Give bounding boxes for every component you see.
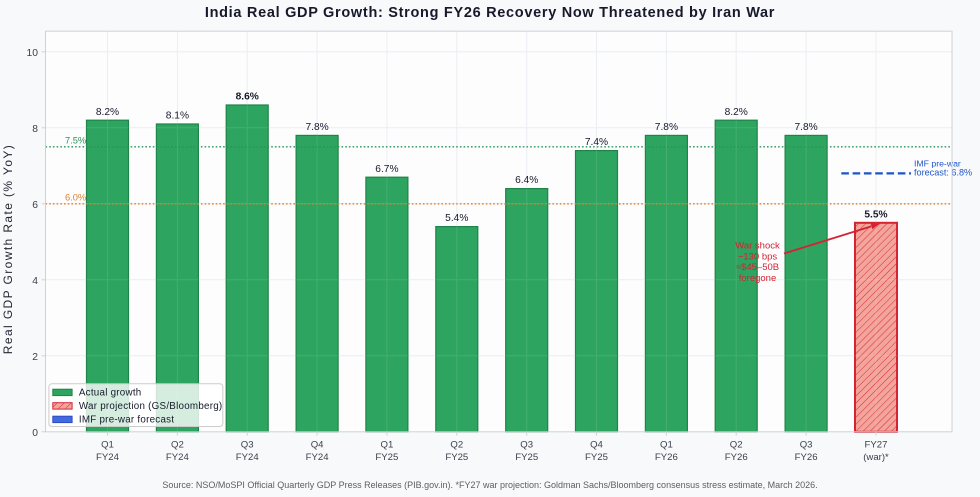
svg-text:IMF pre-war forecast: IMF pre-war forecast (79, 415, 174, 426)
svg-text:7.5%: 7.5% (65, 136, 86, 146)
svg-text:Q3: Q3 (800, 440, 813, 451)
svg-text:Q4: Q4 (590, 440, 603, 451)
svg-text:−130 bps: −130 bps (738, 251, 778, 262)
svg-text:FY25: FY25 (445, 452, 468, 463)
svg-text:5.5%: 5.5% (864, 209, 887, 220)
svg-text:forecast: 6.8%: forecast: 6.8% (914, 167, 972, 177)
svg-text:foregone: foregone (739, 273, 777, 284)
svg-text:≈$45–50B: ≈$45–50B (736, 262, 779, 273)
svg-text:FY24: FY24 (236, 452, 260, 463)
svg-text:Q3: Q3 (241, 440, 254, 451)
svg-text:Q1: Q1 (101, 440, 114, 451)
svg-text:FY24: FY24 (96, 452, 120, 463)
svg-text:6: 6 (32, 200, 38, 211)
svg-text:8.1%: 8.1% (166, 111, 189, 122)
svg-text:Actual growth: Actual growth (79, 388, 142, 399)
svg-text:FY26: FY26 (795, 452, 818, 463)
svg-text:Q1: Q1 (380, 440, 393, 451)
svg-text:5.4%: 5.4% (445, 213, 468, 224)
svg-text:Q2: Q2 (171, 440, 184, 451)
svg-text:Q2: Q2 (450, 440, 463, 451)
svg-text:Q2: Q2 (730, 440, 743, 451)
svg-text:FY27: FY27 (865, 440, 888, 451)
svg-text:7.4%: 7.4% (585, 137, 608, 148)
svg-text:FY25: FY25 (585, 452, 608, 463)
svg-text:IMF pre-war: IMF pre-war (914, 158, 961, 168)
svg-text:4: 4 (32, 276, 38, 287)
svg-text:2: 2 (32, 352, 38, 363)
svg-text:FY26: FY26 (725, 452, 748, 463)
svg-text:8.6%: 8.6% (236, 92, 259, 103)
svg-text:Q4: Q4 (311, 440, 324, 451)
svg-text:6.7%: 6.7% (375, 164, 398, 175)
svg-text:7.8%: 7.8% (305, 122, 328, 133)
svg-text:8.2%: 8.2% (725, 107, 748, 118)
svg-text:8.2%: 8.2% (96, 107, 119, 118)
svg-text:10: 10 (27, 48, 39, 59)
svg-text:7.8%: 7.8% (655, 122, 678, 133)
svg-text:6.4%: 6.4% (515, 175, 538, 186)
svg-text:Real GDP Growth Rate (% YoY): Real GDP Growth Rate (% YoY) (1, 144, 15, 354)
svg-text:War shock: War shock (735, 240, 780, 251)
svg-text:India Real GDP Growth: Strong: India Real GDP Growth: Strong FY26 Recov… (205, 5, 775, 21)
svg-text:Source: NSO/MoSPI Official Qua: Source: NSO/MoSPI Official Quarterly GDP… (162, 480, 817, 490)
svg-text:(war)*: (war)* (863, 452, 889, 463)
svg-text:FY24: FY24 (166, 452, 190, 463)
svg-text:6.0%: 6.0% (65, 192, 86, 202)
svg-text:0: 0 (32, 428, 38, 439)
svg-text:7.8%: 7.8% (794, 122, 817, 133)
svg-text:War projection (GS/Bloomberg): War projection (GS/Bloomberg) (79, 401, 223, 412)
svg-text:FY24: FY24 (306, 452, 330, 463)
svg-text:Q3: Q3 (520, 440, 533, 451)
svg-text:FY25: FY25 (515, 452, 538, 463)
svg-text:FY26: FY26 (655, 452, 678, 463)
svg-text:Q1: Q1 (660, 440, 673, 451)
svg-text:FY25: FY25 (375, 452, 398, 463)
svg-text:8: 8 (32, 124, 38, 135)
